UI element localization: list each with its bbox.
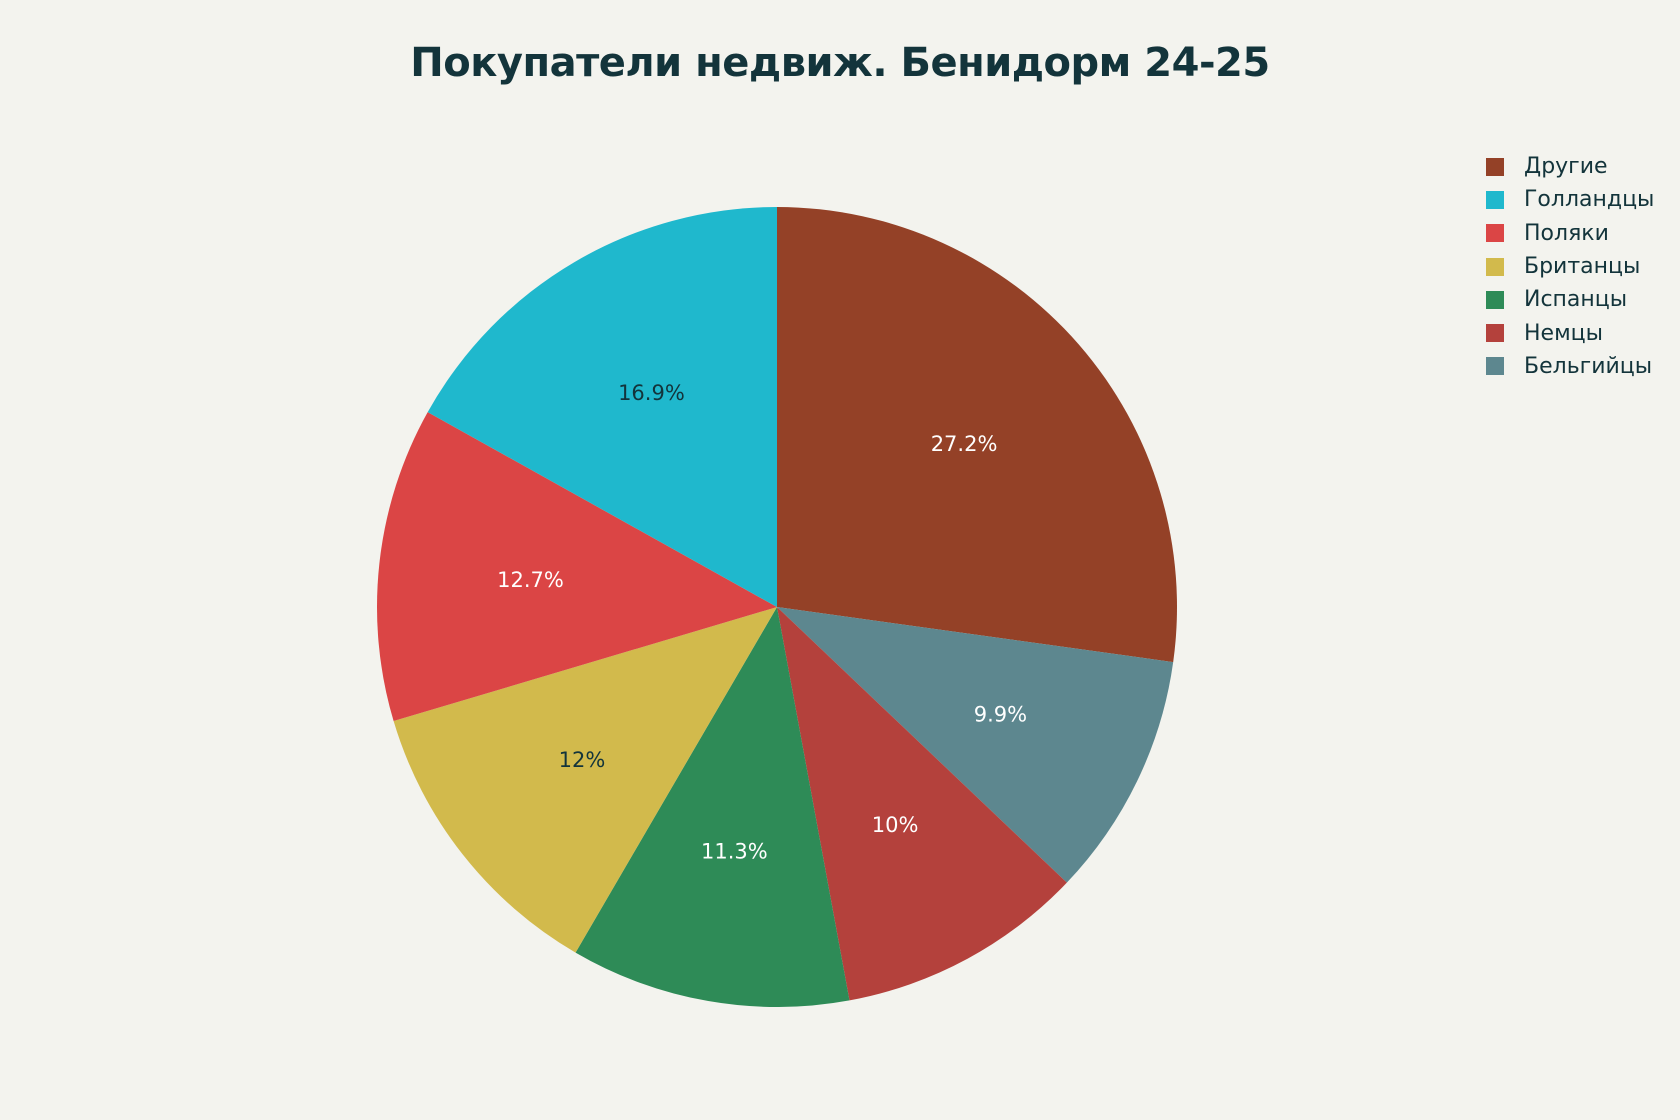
slice-label-3: 11.3% — [701, 839, 768, 863]
legend-swatch — [1486, 357, 1504, 376]
legend-label: Голландцы — [1524, 187, 1655, 213]
legend-swatch — [1486, 324, 1504, 343]
legend-swatch — [1486, 157, 1504, 176]
legend-label: Бельгийцы — [1524, 353, 1653, 379]
legend-swatch — [1486, 224, 1504, 243]
legend-item-5[interactable]: Немцы — [1486, 316, 1654, 349]
slice-label-0: 27.2% — [931, 432, 998, 456]
legend-item-3[interactable]: Британцы — [1486, 250, 1654, 283]
legend-swatch — [1486, 190, 1504, 209]
legend-swatch — [1486, 290, 1504, 309]
legend-item-2[interactable]: Поляки — [1486, 217, 1654, 250]
pie-slice-0 — [777, 207, 1177, 663]
slice-label-2: 10% — [872, 813, 919, 837]
legend-item-1[interactable]: Голландцы — [1486, 183, 1654, 216]
pie-slice-2 — [777, 607, 1067, 1001]
pie-slice-3 — [575, 607, 850, 1007]
legend-label: Испанцы — [1524, 287, 1628, 313]
pie-slice-1 — [777, 607, 1174, 883]
pie-slice-4 — [393, 607, 777, 953]
pie-slice-6 — [427, 206, 777, 607]
slice-label-5: 12.7% — [497, 568, 564, 592]
legend-label: Поляки — [1524, 220, 1609, 246]
slice-label-4: 12% — [559, 748, 606, 772]
legend-item-0[interactable]: Другие — [1486, 150, 1654, 183]
legend-swatch — [1486, 257, 1504, 276]
legend-item-6[interactable]: Бельгийцы — [1486, 350, 1654, 383]
slice-label-1: 9.9% — [974, 703, 1027, 727]
legend-label: Немцы — [1524, 320, 1604, 346]
legend-label: Другие — [1524, 154, 1608, 180]
slice-label-6: 16.9% — [618, 381, 685, 405]
chart-title: Покупатели недвиж. Бенидорм 24-25 — [410, 40, 1270, 86]
pie-slice-5 — [376, 412, 777, 722]
chart-legend: Другие Голландцы Поляки Британцы Испанцы Немц… — [1486, 150, 1654, 383]
legend-item-4[interactable]: Испанцы — [1486, 283, 1654, 316]
legend-label: Британцы — [1524, 254, 1641, 280]
